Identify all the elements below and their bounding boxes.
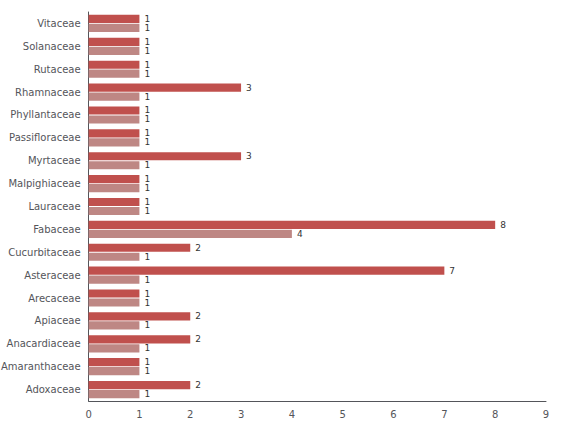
svg-text:1: 1 xyxy=(144,59,151,70)
svg-text:1: 1 xyxy=(144,275,150,285)
svg-text:Solanaceae: Solanaceae xyxy=(23,41,81,52)
svg-text:2: 2 xyxy=(195,380,201,390)
svg-text:1: 1 xyxy=(144,298,150,308)
svg-text:8: 8 xyxy=(500,220,506,230)
svg-text:Fabaceae: Fabaceae xyxy=(33,224,80,235)
svg-text:7: 7 xyxy=(441,409,447,420)
svg-text:Asteraceae: Asteraceae xyxy=(24,270,80,281)
svg-text:1: 1 xyxy=(144,366,150,376)
svg-text:1: 1 xyxy=(144,174,151,185)
svg-text:Adoxaceae: Adoxaceae xyxy=(26,384,81,395)
svg-text:1: 1 xyxy=(144,105,151,116)
svg-text:7: 7 xyxy=(449,266,455,276)
svg-text:1: 1 xyxy=(144,69,150,79)
svg-text:1: 1 xyxy=(144,320,150,330)
svg-text:3: 3 xyxy=(246,151,252,161)
svg-text:1: 1 xyxy=(144,252,150,262)
svg-text:9: 9 xyxy=(543,409,549,420)
svg-text:1: 1 xyxy=(136,409,142,420)
svg-text:2: 2 xyxy=(195,334,201,344)
svg-text:Arecaceae: Arecaceae xyxy=(28,293,80,304)
svg-text:Vitaceae: Vitaceae xyxy=(37,18,80,29)
svg-text:2: 2 xyxy=(187,409,193,420)
svg-text:Myrtaceae: Myrtaceae xyxy=(28,155,81,166)
svg-text:3: 3 xyxy=(246,83,252,93)
svg-text:1: 1 xyxy=(144,128,151,139)
svg-text:1: 1 xyxy=(144,23,150,33)
svg-text:Lauraceae: Lauraceae xyxy=(28,201,80,212)
svg-text:6: 6 xyxy=(390,409,396,420)
svg-text:Rhamnaceae: Rhamnaceae xyxy=(15,87,81,98)
svg-text:1: 1 xyxy=(144,288,151,299)
svg-text:1: 1 xyxy=(144,46,150,56)
svg-text:2: 2 xyxy=(195,243,201,253)
svg-text:1: 1 xyxy=(144,137,150,147)
svg-text:1: 1 xyxy=(144,13,151,24)
svg-text:Apiaceae: Apiaceae xyxy=(35,315,81,326)
svg-text:1: 1 xyxy=(144,183,150,193)
svg-text:Anacardiaceae: Anacardiaceae xyxy=(7,338,81,349)
svg-text:1: 1 xyxy=(144,343,150,353)
svg-text:4: 4 xyxy=(289,409,295,420)
svg-text:5: 5 xyxy=(340,409,346,420)
svg-text:1: 1 xyxy=(144,197,151,207)
svg-text:1: 1 xyxy=(144,92,150,102)
svg-text:Passifloraceae: Passifloraceae xyxy=(9,132,81,143)
svg-text:0: 0 xyxy=(85,409,91,420)
svg-text:Malpighiaceae: Malpighiaceae xyxy=(8,178,80,189)
svg-text:1: 1 xyxy=(144,389,150,399)
svg-text:1: 1 xyxy=(144,36,151,47)
svg-text:8: 8 xyxy=(492,409,498,420)
svg-text:Phyllantaceae: Phyllantaceae xyxy=(10,109,80,120)
svg-text:1: 1 xyxy=(144,357,151,368)
svg-text:Amaranthaceae: Amaranthaceae xyxy=(1,361,81,372)
svg-text:1: 1 xyxy=(144,114,150,124)
svg-text:4: 4 xyxy=(297,229,303,239)
svg-text:3: 3 xyxy=(238,409,244,420)
svg-text:1: 1 xyxy=(144,160,150,170)
svg-text:Cucurbitaceae: Cucurbitaceae xyxy=(8,247,80,258)
svg-text:1: 1 xyxy=(144,206,150,216)
svg-text:Rutaceae: Rutaceae xyxy=(34,64,81,75)
svg-text:2: 2 xyxy=(195,311,201,321)
